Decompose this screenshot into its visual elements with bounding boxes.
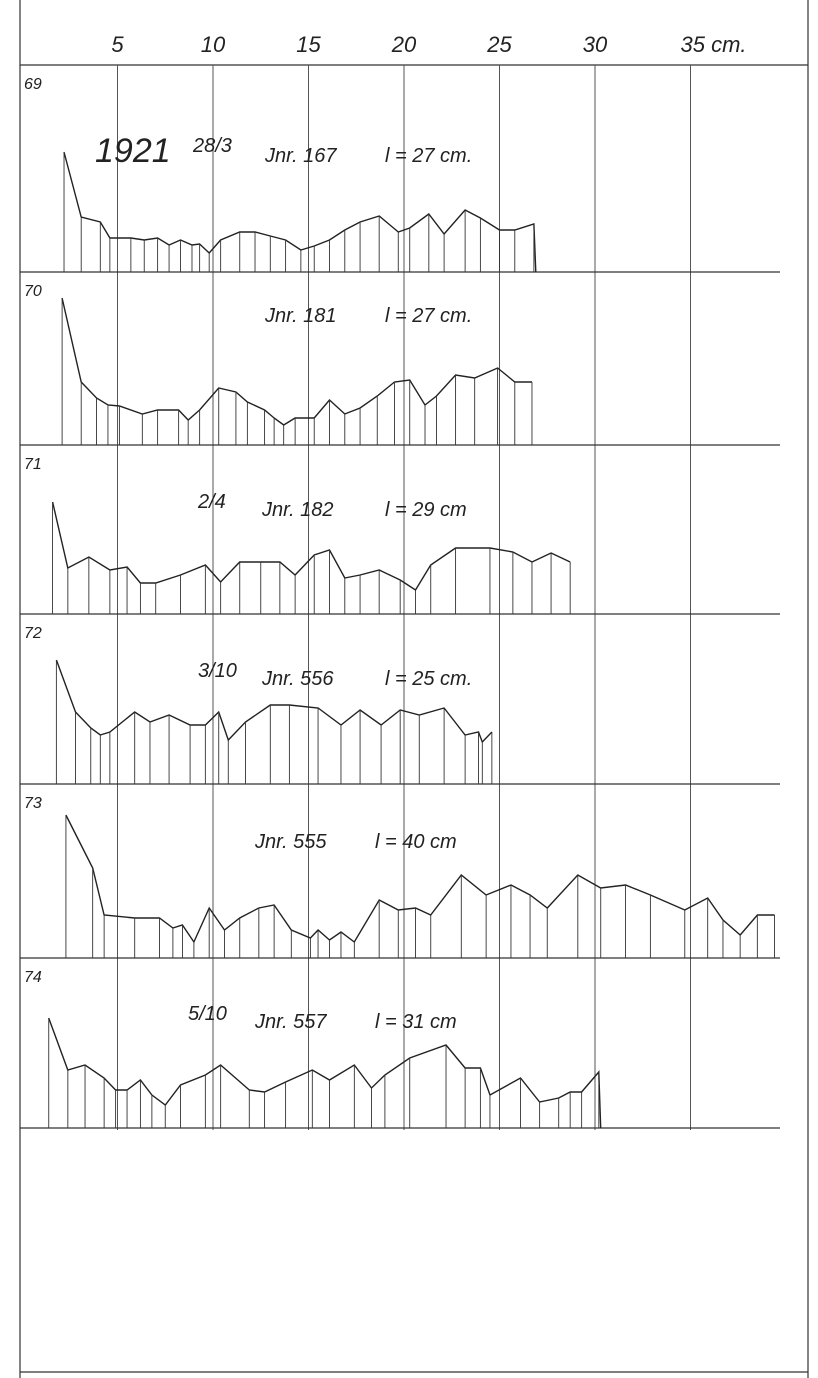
panel-note: 1921 — [95, 132, 171, 170]
scale-label: 35 cm. — [681, 32, 747, 57]
panel-label: 73 — [24, 795, 42, 812]
panel-note: l = 25 cm. — [385, 668, 472, 690]
scale-label: 15 — [296, 32, 321, 57]
panel-note: Jnr. 167 — [264, 145, 337, 167]
scale-label: 10 — [201, 32, 226, 57]
panel-label: 74 — [24, 969, 42, 986]
panel-note: 28/3 — [192, 135, 232, 157]
figure: 5 10 15 20 25 30 35 cm. 69 1921 28/3 Jnr. 167 l = 2… — [0, 0, 818, 1378]
panel-note: 2/4 — [197, 491, 226, 513]
panel-note: l = 29 cm — [385, 499, 467, 521]
scale-label: 30 — [583, 32, 608, 57]
panel-note: Jnr. 556 — [261, 668, 334, 690]
panel-note: 3/10 — [198, 660, 237, 682]
panel-label: 71 — [24, 456, 42, 473]
panel-note: Jnr. 557 — [254, 1011, 327, 1033]
panel-note: Jnr. 181 — [264, 305, 337, 327]
scale-label: 5 — [111, 32, 124, 57]
panel-note: 5/10 — [188, 1003, 227, 1025]
panel-note: l = 27 cm. — [385, 305, 472, 327]
panel-label: 69 — [24, 76, 42, 93]
panel-note: l = 40 cm — [375, 831, 457, 853]
panel-note: Jnr. 182 — [261, 499, 334, 521]
panel-note: l = 27 cm. — [385, 145, 472, 167]
scale-label: 20 — [391, 32, 417, 57]
panel-label: 70 — [24, 283, 42, 300]
panel-note: l = 31 cm — [375, 1011, 457, 1033]
scale-label: 25 — [486, 32, 512, 57]
profile-line — [49, 1018, 601, 1128]
panel-label: 72 — [24, 625, 42, 642]
panel-note: Jnr. 555 — [254, 831, 327, 853]
